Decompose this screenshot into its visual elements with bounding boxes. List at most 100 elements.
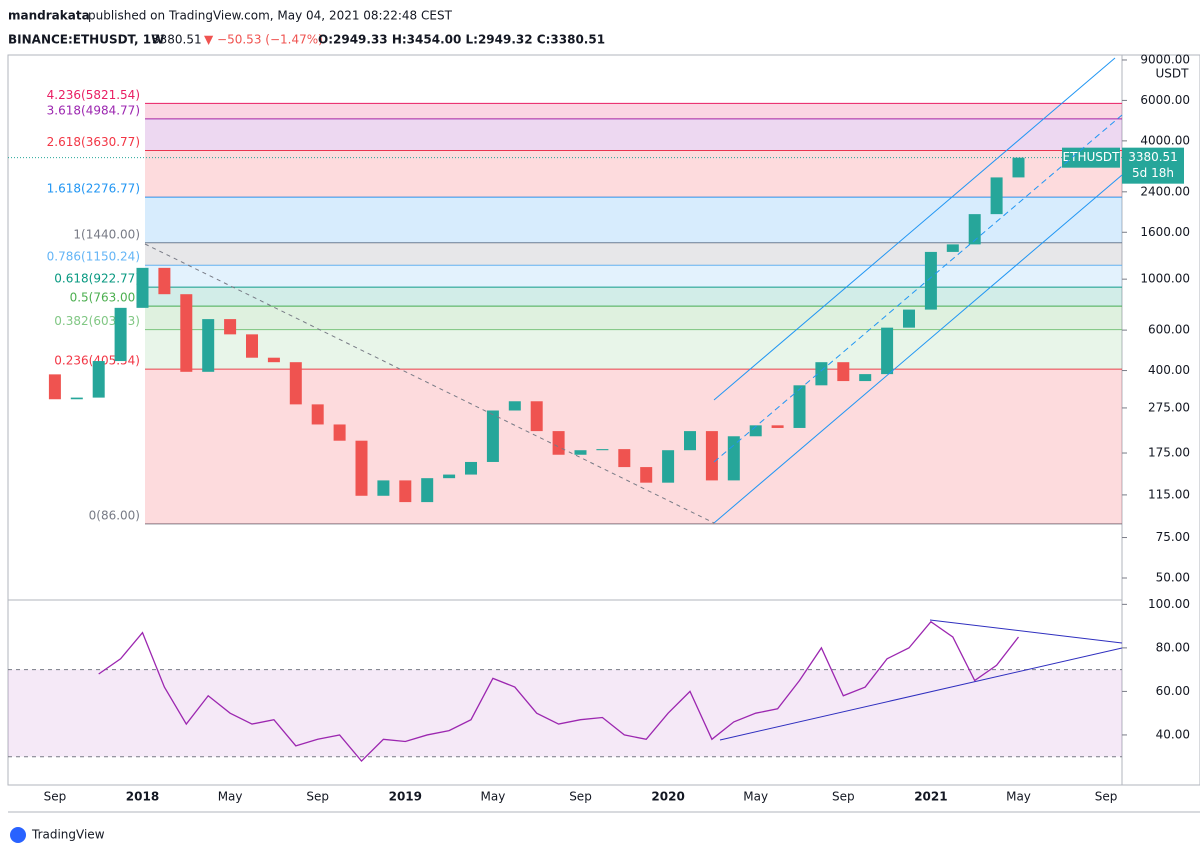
x-tick-label: Sep	[1095, 790, 1118, 804]
y-tick-label: 1600.00	[1140, 225, 1190, 239]
tag-box	[1062, 147, 1120, 168]
last: 3380.51	[152, 33, 202, 47]
candle	[114, 307, 127, 362]
fib-label: 4.236(5821.54)	[47, 88, 140, 102]
rsi-trend	[719, 647, 1123, 741]
logo-mark	[10, 827, 26, 843]
y-tick-label: 175.00	[1148, 446, 1190, 460]
candle	[399, 480, 412, 503]
candle	[92, 361, 105, 398]
y-tick-label: 2400.00	[1140, 184, 1190, 198]
tag-box	[1122, 147, 1184, 184]
fib-label: 0.382(603.23)	[54, 314, 140, 328]
candle	[486, 410, 499, 462]
candle	[771, 425, 784, 428]
candle	[662, 450, 675, 483]
candle	[355, 440, 368, 496]
channel-line	[713, 174, 1123, 524]
y-tick-label: 275.00	[1148, 400, 1190, 414]
rsi-trend	[929, 619, 1123, 644]
y-tick-label: 4000.00	[1140, 133, 1190, 147]
candle	[443, 474, 456, 479]
fib-label: 0.5(763.00)	[70, 291, 140, 305]
candle	[618, 449, 631, 468]
candle	[289, 362, 302, 405]
candle	[924, 251, 937, 310]
candle	[640, 467, 653, 483]
fib-band	[145, 242, 1122, 266]
candle	[333, 424, 346, 441]
fib-label: 0.786(1150.24)	[47, 250, 140, 264]
symbol: BINANCE:ETHUSDT, 1W	[8, 33, 164, 47]
candle	[136, 267, 149, 308]
x-tick-label: May	[743, 790, 768, 804]
fib-band	[145, 118, 1122, 151]
x-tick-label: 2020	[651, 790, 684, 804]
channel-line	[713, 57, 1116, 401]
rsi-tick-label: 60.00	[1156, 684, 1190, 698]
y-tick-label: 6000.00	[1140, 93, 1190, 107]
candle	[311, 404, 324, 425]
x-tick-label: 2021	[914, 790, 947, 804]
candle	[530, 401, 543, 432]
fib-band	[145, 369, 1122, 524]
currency: USDT	[1156, 67, 1190, 81]
x-tick-label: Sep	[44, 790, 67, 804]
candle	[749, 425, 762, 437]
candle	[684, 431, 696, 451]
x-tick-label: Sep	[832, 790, 855, 804]
candle	[903, 309, 915, 328]
rsi-tick-label: 40.00	[1156, 727, 1190, 741]
fib-band	[145, 329, 1122, 370]
author: mandrakata	[8, 9, 90, 23]
y-tick-label: 75.00	[1156, 530, 1190, 544]
y-tick-label: 115.00	[1148, 487, 1190, 501]
candle	[705, 431, 718, 481]
candle	[48, 374, 61, 400]
fib-band	[145, 306, 1122, 330]
candle	[267, 357, 280, 363]
brand: TradingView	[31, 828, 105, 842]
price-tag: ETHUSDT	[1063, 150, 1121, 164]
rsi-band	[8, 669, 1122, 757]
fib-band	[145, 197, 1122, 243]
fib-label: 3.618(4984.77)	[47, 103, 140, 117]
rsi-tick-label: 100.00	[1148, 597, 1190, 611]
candle	[990, 177, 1003, 215]
change: ▼ −50.53 (−1.47%)	[204, 33, 323, 47]
logo: TradingView	[10, 827, 105, 843]
fib-band	[145, 265, 1122, 288]
y-tick-label: 600.00	[1148, 323, 1190, 337]
candle	[465, 461, 477, 475]
countdown: 5d 18h	[1132, 166, 1174, 180]
candle	[793, 385, 806, 428]
x-tick-label: May	[480, 790, 505, 804]
candle	[596, 449, 609, 451]
channel	[144, 57, 1123, 741]
fib-band	[145, 287, 1122, 307]
y-tick-label: 400.00	[1148, 363, 1190, 377]
published: published on TradingView.com, May 04, 20…	[88, 9, 453, 23]
fib-label: 0.618(922.77)	[54, 272, 140, 286]
rsi-line	[98, 620, 1020, 763]
rsi-tick-label: 80.00	[1156, 640, 1190, 654]
candle	[246, 334, 258, 358]
fib-band	[145, 150, 1122, 198]
x-tick-label: May	[218, 790, 243, 804]
candle	[968, 214, 981, 245]
y-tick-label: 1000.00	[1140, 272, 1190, 286]
fib-band	[145, 103, 1122, 119]
candle	[202, 319, 215, 372]
x-tick-label: May	[1006, 790, 1031, 804]
candle	[180, 294, 193, 372]
candle	[421, 478, 434, 503]
y-tick-label: 50.00	[1156, 570, 1190, 584]
fib-label: 1(1440.00)	[73, 227, 140, 241]
trend-line	[144, 243, 715, 524]
candle	[508, 401, 521, 411]
candle	[1012, 157, 1025, 178]
candle	[70, 397, 83, 400]
candle	[158, 267, 171, 295]
